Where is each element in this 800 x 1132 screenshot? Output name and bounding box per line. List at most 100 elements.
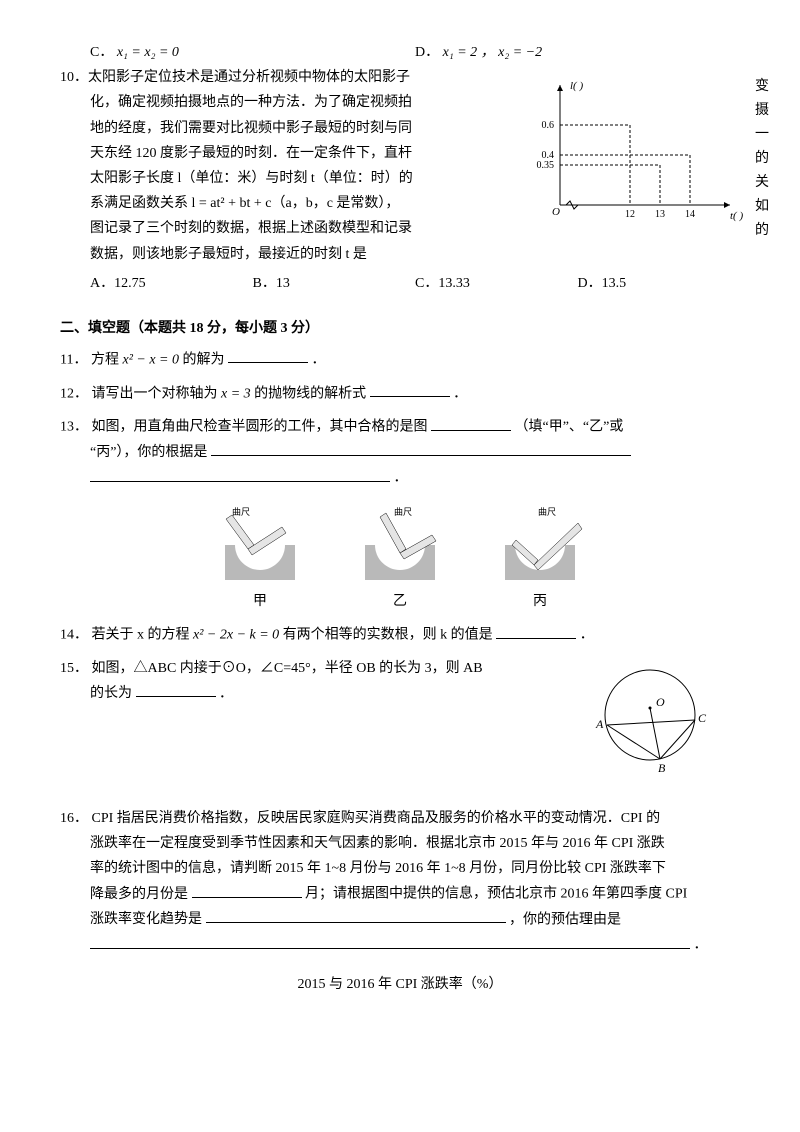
line: 系满足函数关系 l = at² + bt + c（a，b，c 是常数）， <box>90 196 399 211</box>
q15: O A C B 15． 如图，△ABC 内接于⊙O，∠C=45°，半径 OB 的… <box>60 656 740 776</box>
q13-figures: 曲尺 甲 曲尺 乙 曲尺 <box>60 505 740 614</box>
q10-option-c: C．13.33 <box>415 271 578 296</box>
workpiece-yi: 曲尺 乙 <box>350 505 450 614</box>
wp-label: 丙 <box>533 589 547 614</box>
side-char: 的 <box>754 147 770 171</box>
blank[interactable] <box>90 932 690 948</box>
line: 数据，则该地影子最短时，最接近的时刻 t 是 <box>90 247 367 262</box>
text: 方程 <box>91 352 123 367</box>
x-axis-label: t( ) <box>730 210 743 222</box>
q11: 11． 方程 x² − x = 0 的解为 ． <box>60 347 740 373</box>
q10-option-a: A．12.75 <box>90 271 253 296</box>
q10-option-d: D．13.5 <box>578 271 741 296</box>
q14: 14． 若关于 x 的方程 x² − 2x − k = 0 有两个相等的实数根，… <box>60 622 740 648</box>
text: 有两个相等的实数根，则 k 的值是 <box>283 628 493 643</box>
equation: x² − 2x − k = 0 <box>193 628 279 643</box>
q9-option-d: D． x₁ = 2 ， x₂ = −2 <box>415 40 740 65</box>
line: 天东经 120 度影子最短的时刻．在一定条件下，直杆 <box>90 146 412 161</box>
text: 若关于 x 的方程 <box>92 628 194 643</box>
q10: 变 摄 一 的 关 如 的 0.6 0.4 0.35 12 <box>60 65 740 296</box>
side-char: 的 <box>754 219 770 243</box>
wp-label: 甲 <box>253 589 267 614</box>
q10-option-b: B．13 <box>253 271 416 296</box>
workpiece-jia: 曲尺 甲 <box>210 505 310 614</box>
opt-text: x₁ = x₂ = 0 <box>117 45 179 60</box>
label-o: O <box>656 695 665 709</box>
line: 图记录了三个时刻的数据，根据上述函数模型和记录 <box>90 221 412 236</box>
side-char: 关 <box>754 171 770 195</box>
period: ． <box>580 628 594 643</box>
blank[interactable] <box>90 465 390 481</box>
q-num: 12． <box>60 386 88 401</box>
text: CPI 指居民消费价格指数，反映居民家庭购买消费商品及服务的价格水平的变动情况．… <box>92 811 661 826</box>
origin-label: O <box>552 206 560 218</box>
q-num: 14． <box>60 628 88 643</box>
text: 降最多的月份是 <box>90 887 188 902</box>
q10-chart: 0.6 0.4 0.35 12 13 14 l( ) t( ) O <box>530 75 750 225</box>
wp-label: 乙 <box>393 589 407 614</box>
q16: 16． CPI 指居民消费价格指数，反映居民家庭购买消费商品及服务的价格水平的变… <box>60 806 740 997</box>
side-char: 变 <box>754 75 770 99</box>
ruler-label: 曲尺 <box>538 507 556 517</box>
period: ． <box>394 471 408 486</box>
ruler-label: 曲尺 <box>394 507 412 517</box>
q10-options: A．12.75 B．13 C．13.33 D．13.5 <box>90 271 740 296</box>
blank[interactable] <box>206 907 506 923</box>
workpiece-svg: 曲尺 <box>350 505 450 585</box>
line: 太阳影子长度 l（单位：米）与时刻 t（单位：时）的 <box>90 171 413 186</box>
section2-title: 二、填空题（本题共 18 分，每小题 3 分） <box>60 316 740 341</box>
circle-svg: O A C B <box>580 660 720 780</box>
q-num: 13． <box>60 420 88 435</box>
blank[interactable] <box>431 414 511 430</box>
equation: x = 3 <box>221 386 251 401</box>
side-char: 摄 <box>754 99 770 123</box>
q-num: 15． <box>60 661 88 676</box>
x-tick: 13 <box>655 209 665 220</box>
period: ． <box>219 686 233 701</box>
period: ． <box>312 352 326 367</box>
y-tick: 0.6 <box>542 120 555 131</box>
equation: x² − x = 0 <box>122 352 179 367</box>
text: “丙”），你的根据是 <box>90 445 207 460</box>
text: 的抛物线的解析式 <box>254 386 366 401</box>
opt-label: D． <box>415 45 439 60</box>
q12: 12． 请写出一个对称轴为 x = 3 的抛物线的解析式 ． <box>60 381 740 407</box>
q10-side-chars: 变 摄 一 的 关 如 的 <box>754 75 770 243</box>
q-num: 11． <box>60 352 87 367</box>
text: 涨跌率在一定程度受到季节性因素和天气因素的影响．根据北京市 2015 年与 20… <box>90 836 665 851</box>
x-tick: 14 <box>685 209 695 220</box>
q15-figure: O A C B <box>580 660 720 789</box>
text: ，你的预估理由是 <box>509 912 621 927</box>
workpiece-svg: 曲尺 <box>490 505 590 585</box>
text: 请写出一个对称轴为 <box>92 386 222 401</box>
q13: 13． 如图，用直角曲尺检查半圆形的工件，其中合格的是图 （填“甲”、“乙”或 … <box>60 414 740 614</box>
blank[interactable] <box>192 881 302 897</box>
q10-body: 10．太阳影子定位技术是通过分析视频中物体的太阳影子 化，确定视频拍摄地点的一种… <box>60 65 490 267</box>
text: 的解为 <box>183 352 225 367</box>
line: 太阳影子定位技术是通过分析视频中物体的太阳影子 <box>88 70 410 85</box>
blank[interactable] <box>228 347 308 363</box>
blank[interactable] <box>496 622 576 638</box>
text: 如图，用直角曲尺检查半圆形的工件，其中合格的是图 <box>92 420 428 435</box>
q16-chart-title: 2015 与 2016 年 CPI 涨跌率（%） <box>60 972 740 997</box>
ruler-label: 曲尺 <box>232 507 250 517</box>
side-char: 一 <box>754 123 770 147</box>
blank[interactable] <box>136 681 216 697</box>
label-a: A <box>595 717 604 731</box>
blank[interactable] <box>211 440 631 456</box>
text: 月；请根据图中提供的信息，预估北京市 2016 年第四季度 CPI <box>305 887 687 902</box>
q9-option-c: C． x₁ = x₂ = 0 <box>90 40 415 65</box>
x-tick: 12 <box>625 209 635 220</box>
text: 的长为 <box>90 686 132 701</box>
q9-options: C． x₁ = x₂ = 0 D． x₁ = 2 ， x₂ = −2 <box>90 40 740 65</box>
text: 涨跌率变化趋势是 <box>90 912 202 927</box>
label-b: B <box>658 761 666 775</box>
workpiece-bing: 曲尺 丙 <box>490 505 590 614</box>
y-tick: 0.35 <box>537 160 555 171</box>
blank[interactable] <box>370 381 450 397</box>
period: ． <box>694 938 708 953</box>
q-num: 16． <box>60 811 88 826</box>
opt-label: C． <box>90 45 113 60</box>
text: 如图，△ABC 内接于⊙O，∠C=45°，半径 OB 的长为 3，则 AB <box>92 661 483 676</box>
period: ． <box>453 386 467 401</box>
